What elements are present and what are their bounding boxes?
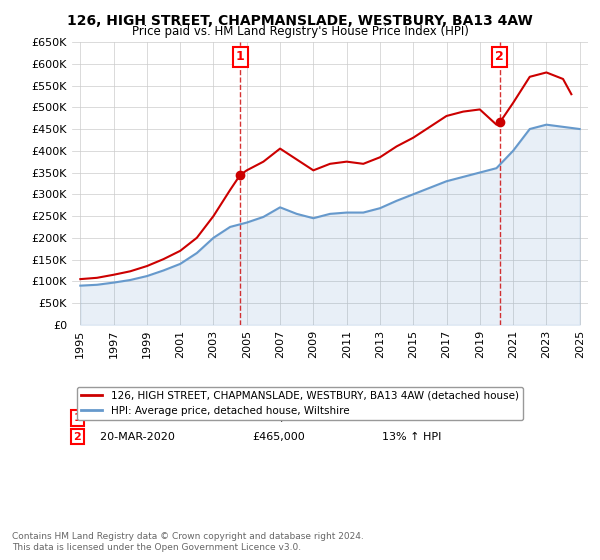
Text: 13% ↑ HPI: 13% ↑ HPI <box>382 432 441 441</box>
Text: 20% ↑ HPI: 20% ↑ HPI <box>382 413 441 423</box>
Text: 1: 1 <box>236 50 244 63</box>
Text: Price paid vs. HM Land Registry's House Price Index (HPI): Price paid vs. HM Land Registry's House … <box>131 25 469 38</box>
Text: £465,000: £465,000 <box>253 432 305 441</box>
Text: £344,250: £344,250 <box>253 413 305 423</box>
Text: Contains HM Land Registry data © Crown copyright and database right 2024.
This d: Contains HM Land Registry data © Crown c… <box>12 532 364 552</box>
Text: 2: 2 <box>73 432 81 441</box>
Text: 2: 2 <box>496 50 504 63</box>
Text: 126, HIGH STREET, CHAPMANSLADE, WESTBURY, BA13 4AW: 126, HIGH STREET, CHAPMANSLADE, WESTBURY… <box>67 14 533 28</box>
Text: 1: 1 <box>73 413 81 423</box>
Legend: 126, HIGH STREET, CHAPMANSLADE, WESTBURY, BA13 4AW (detached house), HPI: Averag: 126, HIGH STREET, CHAPMANSLADE, WESTBURY… <box>77 386 523 420</box>
Text: 20-MAR-2020: 20-MAR-2020 <box>92 432 175 441</box>
Text: 04-AUG-2004: 04-AUG-2004 <box>92 413 174 423</box>
